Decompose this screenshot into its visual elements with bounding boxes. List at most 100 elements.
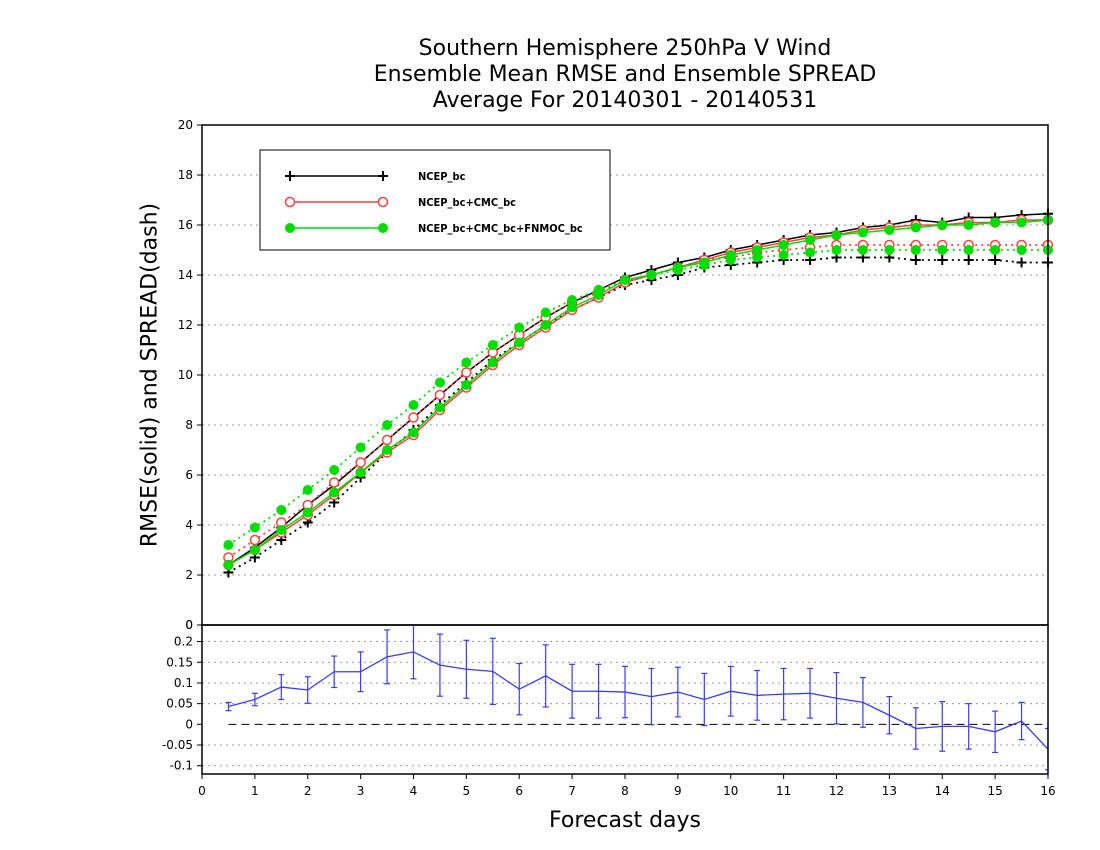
lower-y-tick-label: 0.05 <box>166 697 193 711</box>
x-tick-label: 1 <box>251 784 259 798</box>
spread-point <box>461 367 472 378</box>
rmse-point <box>408 427 419 438</box>
x-tick-label: 11 <box>776 784 791 798</box>
error-bar <box>516 662 523 716</box>
upper-y-tick-label: 4 <box>185 518 193 532</box>
error-bar <box>912 707 919 750</box>
error-bar <box>859 676 866 728</box>
spread-point <box>408 400 419 410</box>
x-tick-label: 13 <box>882 784 897 798</box>
spread-point <box>355 442 366 453</box>
spread-point <box>434 377 445 388</box>
rmse-point <box>699 257 710 268</box>
legend-label: NCEP_bc+CMC_bc <box>418 196 516 209</box>
spread-point <box>937 255 948 265</box>
rmse-point <box>884 225 895 235</box>
error-bar <box>622 665 628 719</box>
rmse-point <box>620 275 630 285</box>
rmse-point <box>646 270 657 280</box>
spread-line <box>227 244 1048 559</box>
error-bar <box>357 651 364 693</box>
x-tick-label: 8 <box>621 784 629 798</box>
rmse-point <box>302 507 313 518</box>
lower-y-axis: -0.1 -0.05 0 0.05 0.1 0.15 0.2 0 <box>162 618 202 773</box>
error-bar <box>304 676 311 704</box>
rmse-point <box>752 245 763 255</box>
lower-series-group <box>225 625 1048 771</box>
x-tick-label: 6 <box>515 784 523 798</box>
legend-box <box>259 149 611 251</box>
error-bar <box>251 692 258 707</box>
rmse-point <box>355 467 366 478</box>
spread-point <box>831 245 842 255</box>
spread-point <box>382 420 393 430</box>
chart-title-line-1: Southern Hemisphere 250hPa V Wind <box>418 36 832 61</box>
rmse-point <box>963 220 974 230</box>
spread-point <box>381 434 393 446</box>
rmse-point <box>725 250 736 260</box>
spread-point <box>910 245 921 255</box>
chart-title-line-3: Average For 20140301 - 20140531 <box>432 88 818 113</box>
lower-gridlines <box>202 641 1048 767</box>
difference-series <box>225 625 1048 771</box>
error-bar <box>780 667 787 721</box>
legend-marker <box>284 196 296 208</box>
rmse-point <box>857 227 868 238</box>
rmse-point <box>593 290 604 300</box>
spread-point <box>328 477 340 488</box>
spread-point <box>514 322 525 333</box>
rmse-point <box>1016 217 1027 228</box>
spread-point <box>355 457 366 468</box>
x-tick-label: 15 <box>987 784 1002 798</box>
spread-point <box>249 522 260 533</box>
lower-y-tick-label: 0.15 <box>166 655 193 669</box>
x-tick-label: 4 <box>410 784 418 798</box>
x-axis-label: Forecast days <box>548 808 701 833</box>
legend-label: NCEP_bc+CMC_bc+FNMOC_bc <box>418 222 583 235</box>
error-bar <box>384 629 391 685</box>
error-bar <box>807 667 814 719</box>
x-tick-label: 16 <box>1040 784 1055 798</box>
error-bar <box>833 671 840 725</box>
x-tick-label: 9 <box>674 784 682 798</box>
spread-point <box>434 389 446 401</box>
error-bar <box>648 667 655 726</box>
spread-point <box>249 534 261 546</box>
lower-y-tick-label: 0.2 <box>174 635 193 649</box>
spread-point <box>990 255 1001 265</box>
error-bar <box>727 665 734 717</box>
error-bar <box>886 696 893 735</box>
rmse-point <box>329 487 340 498</box>
error-bar <box>331 655 338 689</box>
lower-y-tick-label: 0 <box>185 717 193 731</box>
x-tick-label: 5 <box>463 784 471 798</box>
rmse-point <box>990 217 1001 228</box>
rmse-point <box>540 320 551 330</box>
rmse-point <box>514 337 525 348</box>
error-bar <box>754 669 761 721</box>
upper-y-tick-label: 0 <box>185 618 193 632</box>
rmse-point <box>434 402 445 413</box>
rmse-point <box>487 357 498 368</box>
series-0 <box>223 208 1053 578</box>
spread-point <box>461 357 472 368</box>
spread-point <box>937 245 948 255</box>
rmse-point <box>567 302 578 313</box>
upper-zero-label: 0 <box>185 618 193 632</box>
series-1 <box>223 214 1054 571</box>
x-tick-label: 10 <box>723 784 738 798</box>
spread-point <box>857 245 868 255</box>
error-bar <box>542 644 549 708</box>
spread-point <box>223 540 234 550</box>
error-bar <box>1045 727 1048 771</box>
spread-point <box>778 250 789 260</box>
error-bar <box>463 639 470 699</box>
error-bar <box>701 672 708 727</box>
error-bar <box>569 663 576 719</box>
spread-point <box>805 247 816 258</box>
legend-item: NCEP_bc <box>285 170 466 183</box>
spread-point <box>963 245 974 255</box>
legend-marker <box>285 171 295 181</box>
rmse-line <box>228 219 1049 566</box>
